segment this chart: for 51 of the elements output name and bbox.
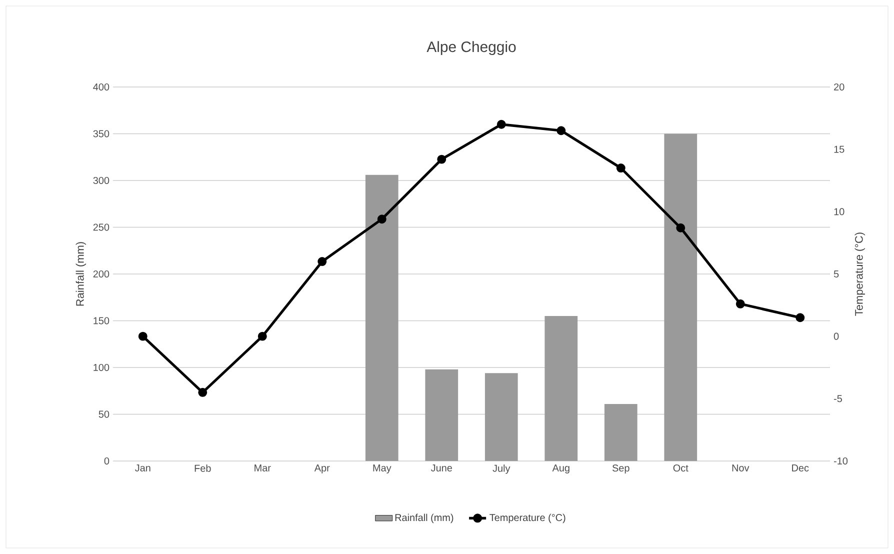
x-tick-label: Aug xyxy=(552,464,570,474)
x-tick-label: Feb xyxy=(194,464,211,472)
x-tick-label: Dec xyxy=(792,464,809,472)
bar xyxy=(604,404,638,461)
y2-axis-title: Temperature (°C) xyxy=(854,232,865,316)
y2-tick-label: 20 xyxy=(834,83,844,91)
bar xyxy=(365,174,398,461)
x-tick-label: Sep xyxy=(612,464,630,474)
point xyxy=(556,126,566,136)
y2-tick-label: 5 xyxy=(834,270,839,278)
bar xyxy=(484,373,518,461)
bar xyxy=(544,316,578,461)
point xyxy=(138,332,148,341)
x-tick-label: Nov xyxy=(732,464,750,472)
y2-tick-label: 10 xyxy=(834,208,844,216)
y-tick-label: 400 xyxy=(93,83,110,91)
y-tick-label: 300 xyxy=(93,176,110,184)
point xyxy=(616,164,626,173)
y2-tick-label: 0 xyxy=(834,332,839,340)
point xyxy=(676,223,686,232)
bar xyxy=(425,369,458,461)
y2-tick-label: -5 xyxy=(834,395,842,402)
point xyxy=(318,257,327,266)
y-tick-label: 350 xyxy=(93,130,110,138)
x-tick-label: May xyxy=(373,464,392,474)
x-tick-label: Jan xyxy=(135,464,150,472)
legend-label: Temperature (°C) xyxy=(490,514,566,524)
point xyxy=(258,332,267,341)
x-tick-label: Mar xyxy=(254,464,271,472)
y-tick-label: 150 xyxy=(94,317,110,324)
y-tick-label: 0 xyxy=(104,457,110,465)
point xyxy=(796,313,805,322)
bar xyxy=(664,134,698,461)
point xyxy=(377,214,386,224)
point xyxy=(198,388,208,397)
y2-tick-label: -10 xyxy=(834,457,848,465)
chart-title: Alpe Cheggio xyxy=(426,41,516,56)
point xyxy=(736,299,745,308)
y-tick-label: 200 xyxy=(93,270,110,278)
x-tick-label: June xyxy=(430,464,452,472)
y-tick-label: 250 xyxy=(93,224,110,231)
legend-label: Rainfall (mm) xyxy=(395,514,454,524)
point xyxy=(437,154,446,164)
y2-tick-label: 15 xyxy=(834,146,844,153)
x-tick-label: July xyxy=(492,464,510,474)
x-tick-label: Oct xyxy=(673,464,688,472)
point xyxy=(496,120,506,129)
x-tick-label: Apr xyxy=(314,464,330,474)
y-axis-title: Rainfall (mm) xyxy=(76,242,86,306)
y-tick-label: 50 xyxy=(98,410,110,418)
y-tick-label: 100 xyxy=(94,364,110,372)
